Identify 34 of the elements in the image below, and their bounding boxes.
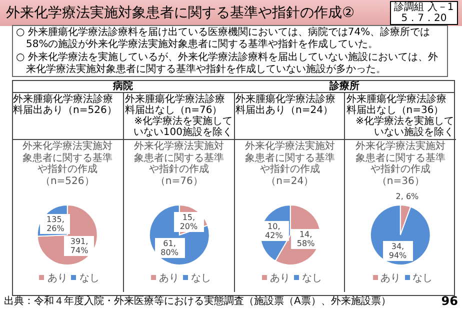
chart-title: 外来腫瘍化学療法診療料届出あり（n=526） xyxy=(13,94,118,116)
data-label: 14, 58% xyxy=(290,230,321,248)
text: 診療所 xyxy=(328,81,360,93)
text: ○ 外来化学療法を実施しているが、外来化学療法診療料を届出していない施設においては、外来化学療法実施対象患者に関する基準や指針を作成していない施設が多かった。 xyxy=(16,52,439,76)
legend-label: あり xyxy=(159,273,180,284)
data-label: 15, 20% xyxy=(174,212,204,231)
chart-title: 外来腫瘍化学療法診療料届出あり（n=24） xyxy=(236,94,336,116)
chart-subtitle: 外来化学療法実施対象患者に関する基準や指針の作成（n=36） xyxy=(354,141,447,187)
legend-label: なし xyxy=(302,273,322,284)
source-note: 出典：令和４年度入院・外来医療等における実態調査（施設票（A票）、外来施設票） xyxy=(4,296,392,308)
text: ○ 外来腫瘍化学療法診療料を届け出ている医療機関においては、病院では74%、診療所では58%の施設が外来化学療法実施対象患者に関する基準や指針を作成していた。 xyxy=(16,27,432,51)
data-label: 10, 42% xyxy=(258,222,289,240)
chart-subtitle: 外来化学療法実施対象患者に関する基準や指針の作成（n=24） xyxy=(244,141,336,187)
legend-label: あり xyxy=(380,273,401,284)
legend-label: あり xyxy=(47,273,68,284)
data-label: 2, 6% xyxy=(394,192,420,202)
legend-label: なし xyxy=(79,273,100,284)
outline-document-tag: 診調組 入－1 5．7．20 xyxy=(390,1,458,25)
text: ※化学療法を実施していない100施設を除く xyxy=(132,116,232,138)
chart-subtitle: 外来化学療法実施対象患者に関する基準や指針の作成（n=526） xyxy=(21,141,114,187)
text: 病院 xyxy=(112,81,134,93)
data-label: 135, 26% xyxy=(40,214,70,233)
legend-label: なし xyxy=(191,273,212,284)
chart-subtitle: 外来化学療法実施対象患者に関する基準や指針の作成（n=76） xyxy=(133,141,226,187)
chart-title: 外来腫瘍化学療法診療料届出なし（n=36） xyxy=(346,94,448,116)
text: ※化学療法を実施していない施設を除く xyxy=(354,116,454,138)
chart-title: 外来腫瘍化学療法診療料届出なし（n=76） xyxy=(124,94,226,116)
legend-label: あり xyxy=(270,273,290,284)
data-label: 391, 74% xyxy=(64,237,94,256)
text: 外来化学療法実施対象患者に関する基準や指針の作成② xyxy=(6,4,356,23)
data-label: 61, 80% xyxy=(154,239,185,258)
legend-label: なし xyxy=(412,273,433,284)
text: 96 xyxy=(440,294,458,308)
data-label: 34, 94% xyxy=(382,242,413,260)
